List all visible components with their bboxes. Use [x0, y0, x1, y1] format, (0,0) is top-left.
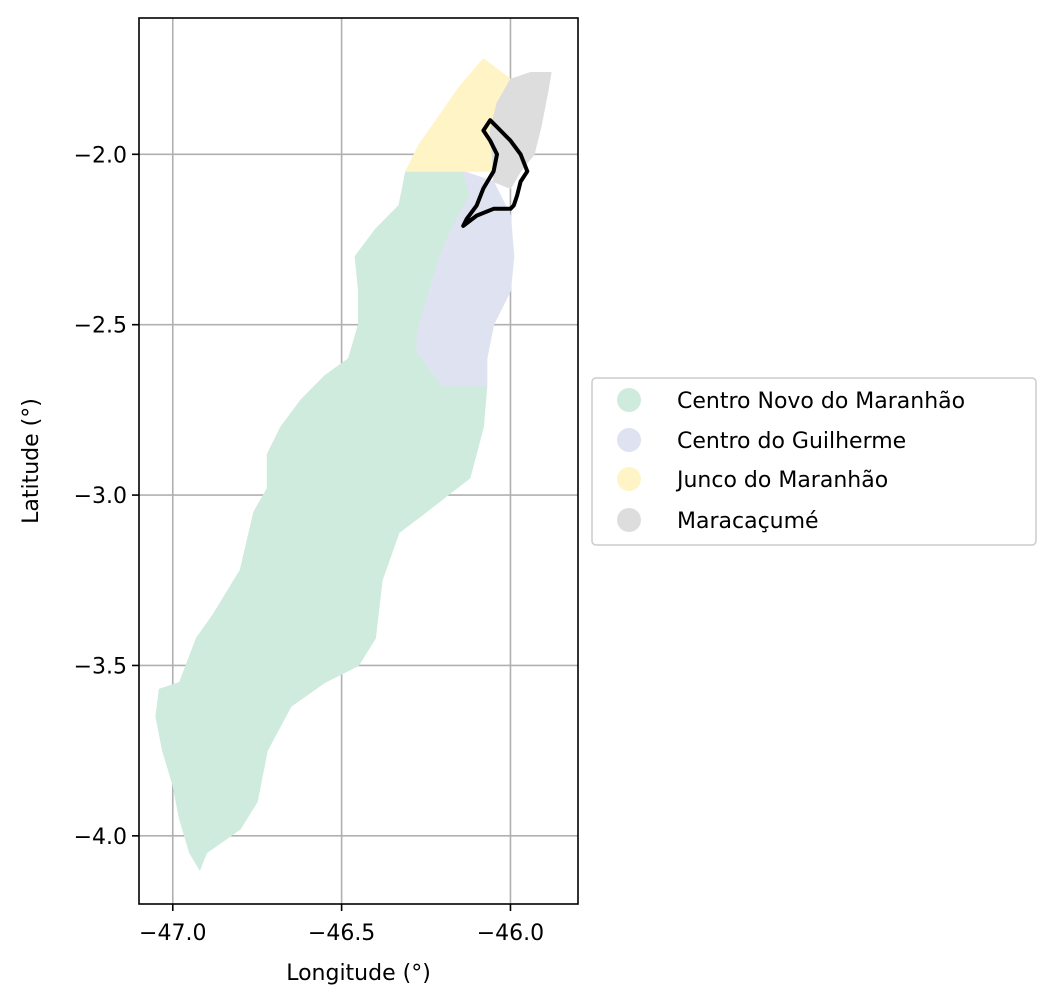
legend-marker-circle-icon — [617, 428, 641, 452]
x-tick-label: −46.0 — [477, 921, 544, 946]
highlight-boundary — [461, 118, 530, 228]
legend-label: Junco do Maranhão — [675, 468, 888, 493]
y-tick-label: −2.0 — [74, 143, 127, 168]
legend-item: Centro Novo do Maranhão — [617, 388, 965, 414]
legend-label: Maracaçumé — [677, 509, 819, 534]
y-tick-label: −4.0 — [74, 825, 127, 850]
region-centro-do-guilherme — [415, 170, 515, 387]
highlighted-area-outline — [461, 118, 530, 228]
region-maracacume — [489, 72, 552, 190]
x-axis-title: Longitude (°) — [286, 961, 431, 986]
legend-item: Maracaçumé — [617, 508, 819, 534]
legend-item: Junco do Maranhão — [617, 467, 888, 493]
legend-marker-circle-icon — [617, 388, 641, 412]
legend: Centro Novo do Maranhão Centro do Guilhe… — [591, 377, 1037, 546]
map-regions — [155, 58, 552, 872]
axis-ticks: −47.0 −46.5 −46.0 −2.0 −2.5 −3.0 −3.5 −4.0 — [74, 143, 545, 946]
legend-label: Centro do Guilherme — [677, 429, 906, 454]
legend-marker-circle-icon — [617, 467, 641, 491]
x-tick-label: −47.0 — [139, 921, 206, 946]
legend-marker-circle-icon — [617, 508, 641, 532]
x-tick-label: −46.5 — [308, 921, 375, 946]
legend-item: Centro do Guilherme — [617, 428, 906, 454]
y-axis-title: Latitude (°) — [19, 398, 44, 524]
legend-frame — [591, 377, 1037, 546]
legend-label: Centro Novo do Maranhão — [677, 389, 965, 414]
plot-frame — [138, 17, 579, 905]
y-tick-label: −3.5 — [74, 654, 127, 679]
y-tick-label: −3.0 — [74, 484, 127, 509]
y-tick-label: −2.5 — [74, 314, 127, 339]
